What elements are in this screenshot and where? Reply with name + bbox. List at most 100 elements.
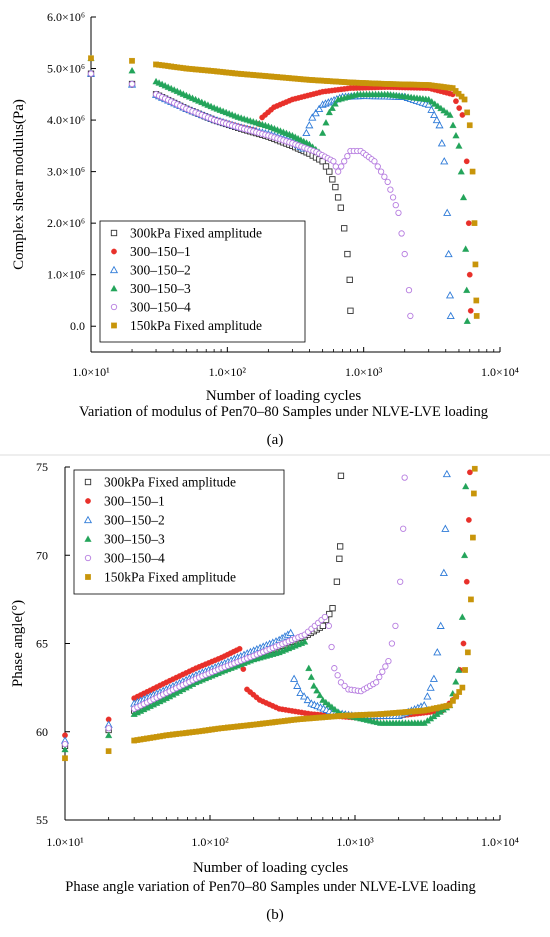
data-point bbox=[61, 745, 69, 753]
data-point bbox=[457, 168, 465, 175]
legend-label: 150kPa Fixed amplitude bbox=[104, 570, 236, 585]
data-point bbox=[319, 622, 326, 630]
data-point bbox=[316, 691, 324, 699]
panel-a-chart: 0.0 1.0×10⁶ 2.0×10⁶ 3.0×10⁶ 4.0×10⁶ 5.0×10⁶ 6.… bbox=[11, 10, 519, 448]
y-tick-label: 3.0×10⁶ bbox=[47, 165, 85, 179]
data-point bbox=[446, 311, 455, 320]
legend: 300kPa Fixed amplitude 300–150–1 300–150–2… bbox=[99, 220, 306, 343]
data-point bbox=[382, 663, 389, 670]
data-point bbox=[443, 208, 452, 216]
data-point bbox=[446, 702, 453, 709]
legend: 300kPa Fixed amplitude 300–150–1 300–150–2… bbox=[73, 469, 285, 595]
y-tick-label: 75 bbox=[36, 460, 48, 474]
data-point bbox=[310, 682, 318, 689]
legend-label: 300–150–1 bbox=[130, 244, 191, 259]
data-point bbox=[319, 696, 327, 703]
data-point bbox=[128, 66, 136, 74]
data-point bbox=[296, 688, 305, 697]
x-ticks: 1.0×10¹ 1.0×10² 1.0×10³ 1.0×10⁴ bbox=[72, 347, 519, 379]
y-tick-label: 55 bbox=[36, 813, 48, 827]
data-point bbox=[332, 163, 339, 170]
data-point bbox=[387, 186, 394, 193]
legend-label: 300–150–3 bbox=[130, 281, 191, 296]
data-point bbox=[437, 139, 446, 147]
data-point bbox=[322, 698, 330, 706]
data-point bbox=[236, 645, 243, 652]
y-axis-label: Complex shear modulus(Pa) bbox=[11, 99, 27, 270]
legend-label: 300–150–4 bbox=[130, 300, 191, 315]
data-point bbox=[328, 703, 336, 710]
y-tick-label: 0.0 bbox=[70, 319, 85, 333]
data-point bbox=[105, 731, 113, 739]
data-point bbox=[449, 121, 457, 129]
data-point bbox=[392, 622, 399, 629]
data-point bbox=[311, 108, 320, 117]
data-point bbox=[379, 668, 386, 675]
x-tick-label: 1.0×10¹ bbox=[72, 365, 110, 379]
data-point bbox=[452, 131, 460, 139]
data-point bbox=[433, 648, 442, 656]
data-point bbox=[462, 667, 468, 673]
data-point bbox=[401, 474, 408, 481]
legend-marker bbox=[84, 554, 92, 562]
data-point bbox=[464, 649, 471, 656]
data-point bbox=[326, 610, 333, 618]
data-point bbox=[328, 643, 335, 651]
data-point bbox=[331, 705, 339, 713]
data-point bbox=[465, 220, 472, 227]
y-tick-label: 4.0×10⁶ bbox=[47, 113, 85, 127]
data-point bbox=[376, 673, 383, 681]
series-4 bbox=[87, 54, 471, 324]
data-point bbox=[439, 568, 448, 576]
data-point bbox=[463, 286, 471, 293]
data-point bbox=[455, 666, 463, 673]
legend-marker bbox=[110, 229, 118, 237]
legend-marker bbox=[84, 535, 92, 542]
data-point bbox=[374, 163, 381, 170]
data-point bbox=[302, 128, 311, 137]
data-point bbox=[61, 740, 69, 748]
y-axis-label: Phase angle(°) bbox=[10, 600, 26, 687]
data-point bbox=[462, 245, 470, 252]
data-point bbox=[446, 111, 454, 118]
data-point bbox=[105, 748, 112, 755]
data-point bbox=[471, 220, 478, 227]
series-6 bbox=[62, 465, 478, 762]
data-point bbox=[328, 104, 336, 111]
x-tick-label: 1.0×10² bbox=[191, 835, 229, 849]
data-point bbox=[346, 276, 353, 283]
data-point bbox=[470, 490, 477, 497]
x-tick-label: 1.0×10⁴ bbox=[481, 365, 519, 379]
data-point bbox=[462, 482, 470, 490]
data-point bbox=[87, 70, 95, 77]
data-point bbox=[427, 105, 436, 113]
data-point bbox=[464, 109, 471, 116]
data-point bbox=[337, 204, 344, 211]
legend-label: 300–150–2 bbox=[130, 263, 191, 278]
data-point bbox=[397, 578, 404, 585]
data-point bbox=[325, 108, 333, 116]
x-tick-label: 1.0×10² bbox=[209, 365, 247, 379]
panel-b-chart: 55 60 65 70 75 1.0×10¹ 1.0×10² 1.0×10³ 1.0×10⁴ Nu… bbox=[10, 460, 519, 923]
data-point bbox=[459, 684, 466, 691]
series-5 bbox=[61, 474, 408, 748]
data-point bbox=[453, 693, 459, 700]
data-point bbox=[334, 672, 341, 679]
data-point bbox=[129, 57, 135, 64]
data-point bbox=[321, 613, 329, 621]
data-point bbox=[88, 55, 94, 62]
data-point bbox=[436, 621, 445, 629]
data-point bbox=[455, 142, 463, 149]
y-tick-label: 1.0×10⁶ bbox=[47, 268, 85, 282]
data-point bbox=[305, 664, 313, 671]
data-point bbox=[430, 110, 439, 119]
data-point bbox=[466, 517, 472, 523]
data-point bbox=[334, 194, 342, 201]
data-point bbox=[472, 261, 479, 268]
data-point bbox=[470, 534, 476, 541]
data-point bbox=[456, 105, 463, 111]
data-point bbox=[426, 683, 435, 691]
data-point bbox=[469, 168, 476, 175]
data-point bbox=[388, 640, 396, 647]
